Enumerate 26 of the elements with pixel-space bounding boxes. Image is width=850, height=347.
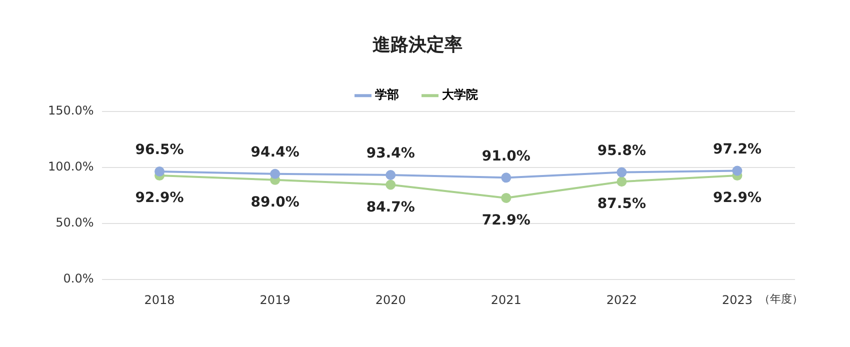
data-label: 72.9% (482, 212, 530, 229)
data-label: 89.0% (250, 194, 300, 211)
x-tick-label: 2018 (144, 292, 175, 307)
legend-label: 学部 (375, 88, 399, 102)
x-tick-label: 2021 (490, 292, 522, 307)
x-tick-label: 2020 (375, 292, 406, 307)
data-label: 87.5% (597, 196, 646, 212)
y-tick-label: 100.0% (48, 160, 94, 174)
legend-label: 大学院 (442, 88, 478, 102)
chart-title: 進路決定率 (372, 34, 462, 56)
x-axis-title: （年度） (759, 292, 804, 306)
y-tick-label: 0.0% (63, 272, 94, 286)
data-label: 92.9% (712, 190, 762, 206)
data-label: 94.4% (250, 144, 300, 161)
data-label: 96.5% (135, 142, 184, 158)
y-tick-label: 150.0% (48, 104, 94, 118)
data-label: 84.7% (366, 199, 415, 216)
data-label: 91.0% (482, 148, 530, 164)
data-label: 92.9% (135, 190, 184, 206)
x-tick-label: 2019 (260, 292, 290, 307)
x-tick-label: 2023 (722, 292, 753, 307)
data-label: 95.8% (597, 142, 646, 159)
x-tick-label: 2022 (606, 292, 637, 307)
data-label: 97.2% (712, 141, 762, 158)
data-label: 93.4% (366, 146, 415, 162)
y-tick-label: 50.0% (56, 216, 94, 230)
